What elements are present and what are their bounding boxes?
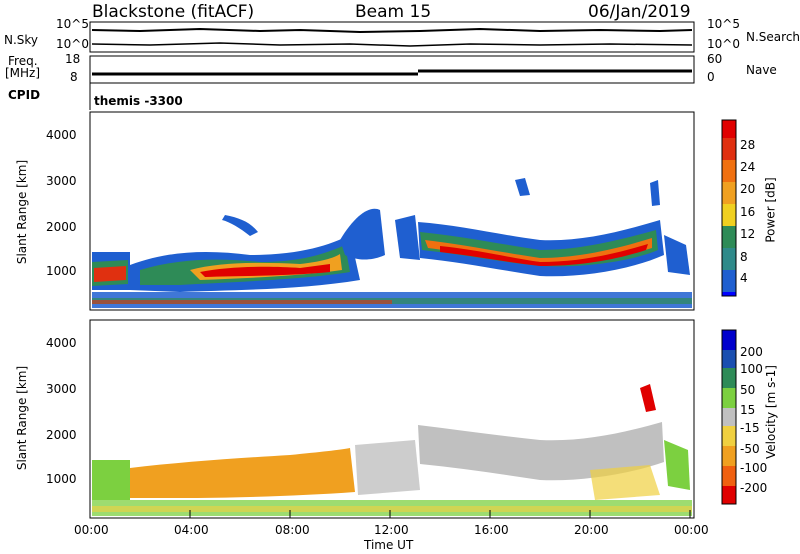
power-cbar-8: 8 <box>740 250 748 264</box>
noise-search-tick-top: 10^5 <box>707 17 740 31</box>
beam-label: Beam 15 <box>355 2 432 22</box>
power-panel-frame <box>89 111 695 311</box>
vel-cbar-200: 200 <box>740 345 763 359</box>
vel-cbar-15: 15 <box>740 403 756 417</box>
noise-search-tick-bottom: 10^0 <box>707 37 740 51</box>
nave-tick-top: 60 <box>707 52 723 66</box>
noise-search-trace <box>91 42 693 47</box>
velocity-ytick-1000: 1000 <box>46 472 77 486</box>
velocity-ytick-4000: 4000 <box>46 336 77 350</box>
power-cbar-12: 12 <box>740 227 756 241</box>
xtick-0800: 08:00 <box>275 523 310 537</box>
vel-cbar-50: 50 <box>740 383 756 397</box>
noise-sky-tick-top: 10^5 <box>56 17 89 31</box>
noise-panel-frame <box>89 21 695 53</box>
vel-cbar-m50: -50 <box>740 442 760 456</box>
freq-label: Freq. <box>8 54 38 68</box>
nave-label: Nave <box>746 63 777 77</box>
noise-sky-tick-bottom: 10^0 <box>56 37 89 51</box>
noise-sky-trace <box>91 27 693 34</box>
power-cbar-28: 28 <box>740 138 756 152</box>
xtick-1600: 16:00 <box>474 523 509 537</box>
power-data <box>92 178 692 308</box>
power-ytick-3000: 3000 <box>46 174 77 188</box>
vel-cbar-m100: -100 <box>740 461 768 475</box>
xtick-0000-end: 00:00 <box>674 523 709 537</box>
freq-unit-label: [MHz] <box>5 66 41 80</box>
xtick-0400: 04:00 <box>174 523 209 537</box>
xtick-0000: 00:00 <box>74 523 109 537</box>
xtick-2000: 20:00 <box>574 523 609 537</box>
xlabel: Time UT <box>364 538 414 552</box>
power-cbar-24: 24 <box>740 160 756 174</box>
radar-title: Blackstone (fitACF) <box>92 2 255 22</box>
velocity-panel-frame <box>89 319 695 519</box>
vel-cbar-100: 100 <box>740 362 763 376</box>
x-ticks <box>89 510 691 518</box>
noise-search-label: N.Search <box>746 30 800 44</box>
xtick-1200: 12:00 <box>374 523 409 537</box>
freq-panel-frame <box>89 55 695 84</box>
vel-cbar-m15: -15 <box>740 421 760 435</box>
vel-cbar-m200: -200 <box>740 481 768 495</box>
date-label: 06/Jan/2019 <box>588 2 691 22</box>
cpid-value: themis -3300 <box>94 94 183 108</box>
nave-tick-bottom: 0 <box>707 70 715 84</box>
velocity-ytick-3000: 3000 <box>46 382 77 396</box>
noise-sky-label: N.Sky <box>4 33 39 47</box>
velocity-ytick-2000: 2000 <box>46 428 77 442</box>
power-colorbar <box>721 119 737 297</box>
cpid-label: CPID <box>8 88 41 102</box>
power-ytick-4000: 4000 <box>46 128 77 142</box>
freq-tick-top: 18 <box>65 52 81 66</box>
power-cbar-16: 16 <box>740 205 756 219</box>
velocity-data <box>92 384 692 516</box>
velocity-colorbar <box>721 329 737 505</box>
power-ytick-2000: 2000 <box>46 220 77 234</box>
power-ytick-1000: 1000 <box>46 264 77 278</box>
power-cbar-4: 4 <box>740 271 748 285</box>
freq-tick-bottom: 8 <box>70 70 78 84</box>
power-cbar-20: 20 <box>740 182 756 196</box>
